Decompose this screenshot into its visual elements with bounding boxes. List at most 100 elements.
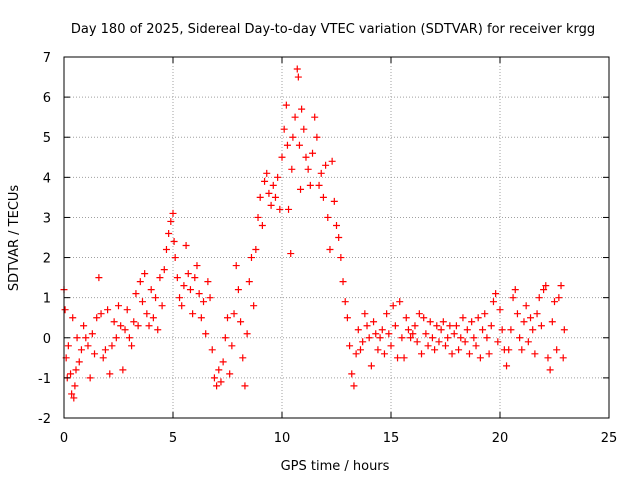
data-point xyxy=(193,262,201,270)
data-point xyxy=(542,282,550,290)
data-point xyxy=(95,274,103,282)
data-point xyxy=(413,338,421,346)
data-point xyxy=(138,298,146,306)
data-point xyxy=(396,298,404,306)
y-axis-label: SDTVAR / TECUs xyxy=(7,185,22,292)
data-point xyxy=(294,73,302,81)
data-point xyxy=(239,354,247,362)
data-point xyxy=(463,326,471,334)
data-point xyxy=(317,169,325,177)
data-point xyxy=(326,246,334,254)
data-point xyxy=(548,318,556,326)
data-point xyxy=(435,338,443,346)
data-point xyxy=(130,318,138,326)
data-point xyxy=(533,310,541,318)
data-point xyxy=(537,322,545,330)
data-point xyxy=(97,310,105,318)
data-point xyxy=(437,326,445,334)
data-point xyxy=(154,326,162,334)
data-point xyxy=(256,193,264,201)
data-point xyxy=(226,370,234,378)
data-point xyxy=(156,274,164,282)
data-point xyxy=(359,338,367,346)
data-point xyxy=(136,278,144,286)
data-point xyxy=(503,362,511,370)
data-point xyxy=(197,314,205,322)
data-point xyxy=(341,298,349,306)
data-point xyxy=(237,318,245,326)
data-point xyxy=(509,294,517,302)
data-point xyxy=(132,290,140,298)
data-point xyxy=(470,334,478,342)
data-point xyxy=(319,193,327,201)
data-point xyxy=(367,362,375,370)
data-point xyxy=(134,322,142,330)
data-point xyxy=(560,326,568,334)
data-point xyxy=(88,330,96,338)
data-point xyxy=(522,302,530,310)
data-point xyxy=(70,394,78,402)
data-point xyxy=(200,298,208,306)
data-point xyxy=(324,213,332,221)
data-point xyxy=(64,342,72,350)
data-point xyxy=(77,346,85,354)
data-point xyxy=(169,209,177,217)
data-point xyxy=(498,326,506,334)
data-point xyxy=(112,334,120,342)
data-point xyxy=(285,205,293,213)
data-point xyxy=(276,205,284,213)
data-point xyxy=(328,157,336,165)
y-tick-label: 7 xyxy=(43,51,51,66)
data-point xyxy=(378,326,386,334)
data-point xyxy=(426,318,434,326)
data-point xyxy=(479,326,487,334)
data-point xyxy=(496,306,504,314)
data-point xyxy=(67,370,75,378)
y-tick-label: 6 xyxy=(43,91,51,106)
data-point xyxy=(346,342,354,350)
data-point xyxy=(121,326,129,334)
data-point xyxy=(258,221,266,229)
x-tick-label: 15 xyxy=(383,431,400,446)
data-point xyxy=(288,165,296,173)
data-point xyxy=(356,346,364,354)
data-point xyxy=(420,314,428,322)
data-point xyxy=(91,350,99,358)
data-point xyxy=(141,270,149,278)
data-point xyxy=(376,334,384,342)
y-tick-label: -1 xyxy=(38,372,51,387)
data-point xyxy=(191,274,199,282)
data-point xyxy=(219,358,227,366)
data-point xyxy=(424,342,432,350)
x-axis-label: GPS time / hours xyxy=(281,459,390,474)
data-point xyxy=(450,330,458,338)
data-point xyxy=(274,173,282,181)
data-point xyxy=(411,322,419,330)
data-point xyxy=(300,125,308,133)
data-point xyxy=(171,254,179,262)
data-point xyxy=(433,322,441,330)
y-tick-label: 0 xyxy=(43,332,51,347)
data-point xyxy=(339,278,347,286)
data-point xyxy=(186,286,194,294)
data-point xyxy=(505,346,513,354)
data-point xyxy=(507,326,515,334)
data-point xyxy=(254,213,262,221)
data-point xyxy=(361,310,369,318)
data-point xyxy=(280,125,288,133)
data-point xyxy=(73,334,81,342)
data-point xyxy=(265,189,273,197)
data-point xyxy=(217,378,225,386)
data-point xyxy=(93,314,101,322)
data-point xyxy=(232,262,240,270)
data-point xyxy=(335,234,343,241)
data-point xyxy=(210,374,218,382)
data-point xyxy=(354,326,362,334)
data-point xyxy=(535,294,543,302)
data-point xyxy=(143,310,151,318)
data-point xyxy=(297,185,305,193)
data-point xyxy=(529,326,537,334)
data-point xyxy=(394,354,402,362)
data-point xyxy=(302,153,310,161)
data-point xyxy=(494,338,502,346)
